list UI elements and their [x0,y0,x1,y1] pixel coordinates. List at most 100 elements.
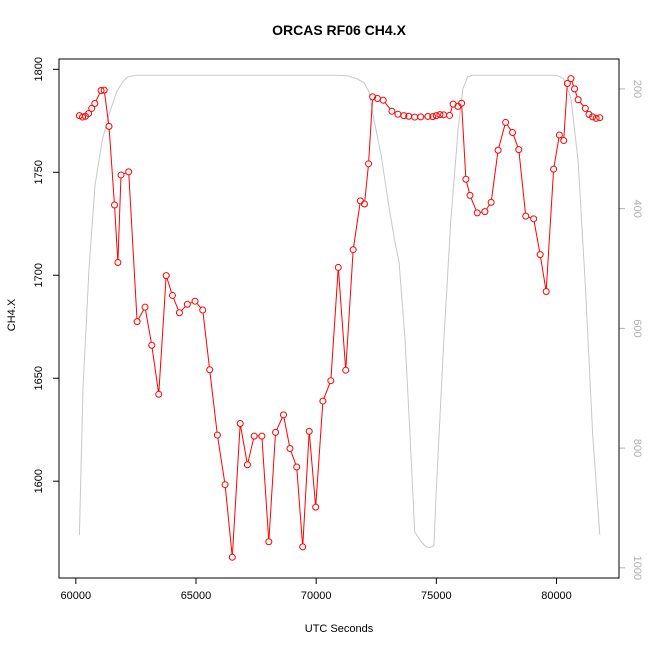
series-segment [117,177,122,260]
data-point [458,99,466,107]
data-point [349,246,357,254]
data-point [466,191,474,199]
data-point [432,112,440,120]
data-point [206,366,214,374]
data-point [305,427,313,435]
data-point [79,113,87,121]
y2-tick-label: 800 [631,439,643,457]
series-segment [276,417,283,430]
data-point [141,303,149,311]
data-point [97,87,105,95]
data-point [312,503,320,511]
data-point [388,107,396,115]
series-segment [224,487,233,555]
axes-layer: 60000 65000 70000 75000 80000 1600 1650 1700 175… [33,57,643,602]
x-tick-label: 75000 [421,590,452,602]
series-segment [466,182,470,193]
data-point [574,96,582,104]
data-point [133,318,141,326]
series-segment [217,437,226,482]
series-segment [181,306,186,311]
x-axis-label: UTC Seconds [305,623,374,635]
series-segment [268,435,276,539]
series-segment [95,92,101,101]
data-point [250,432,258,440]
series-segment [545,172,554,289]
series-segment [231,426,241,555]
series-segment [553,137,560,167]
series-segment [247,438,254,462]
pressure-line [78,74,601,549]
series-segment [486,204,490,210]
data-point [155,390,163,398]
series-segment [108,129,115,203]
pressure-line-layer [78,74,601,549]
series-segment [158,278,167,392]
data-point [436,111,444,119]
data-point [91,99,99,107]
data-point [183,300,191,308]
series-segment [202,312,210,367]
data-point [105,122,113,130]
series-segment [384,102,391,110]
data-point [542,288,550,296]
series-segment [173,298,179,311]
data-point [473,209,481,217]
data-point [589,113,597,121]
series-segment [368,99,373,161]
plot-frame [58,58,620,579]
series-segment [209,372,218,433]
data-point [555,131,563,139]
data-point [334,263,342,271]
data-point [592,114,600,122]
series-segment [261,439,270,539]
data-point [365,160,373,168]
data-point [117,171,125,179]
data-point [509,129,517,137]
data-point [369,93,377,101]
series-segment [240,426,248,462]
series-segment [302,434,310,544]
data-point [279,411,287,419]
data-point [293,463,301,471]
series-segment [571,81,575,87]
data-point [243,461,251,469]
series-segment [290,451,297,465]
series-segment [579,101,584,107]
series-segment [353,203,361,247]
data-point [424,112,432,120]
data-point [221,481,229,489]
series-segment [506,124,512,131]
data-point [563,80,571,88]
data-point [191,297,199,305]
data-point [487,198,495,206]
data-point [462,175,470,183]
y2-tick-label: 600 [631,319,643,337]
series-segment [145,310,152,343]
data-point [148,341,156,349]
y-tick-label: 1800 [33,57,45,81]
y2-tick-label: 400 [631,199,643,217]
y2-tick-label: 1000 [631,556,643,580]
series-segment [513,135,519,147]
y-tick-label: 1750 [33,160,45,184]
data-point [236,420,244,428]
y2-tick-label: 200 [631,80,643,98]
data-point [360,200,368,208]
series-segment [540,257,547,289]
data-point [228,553,236,561]
series-segment [491,153,499,200]
data-point [265,538,273,546]
data-point [502,118,510,126]
series-segment [533,221,541,252]
series-segment [151,348,159,392]
data-point [429,113,437,121]
series-segment [315,404,324,505]
data-point [400,112,408,120]
data-point [162,272,170,280]
series-segment [470,197,477,211]
data-point [522,212,530,220]
data-point [85,110,93,118]
data-point [379,96,387,104]
